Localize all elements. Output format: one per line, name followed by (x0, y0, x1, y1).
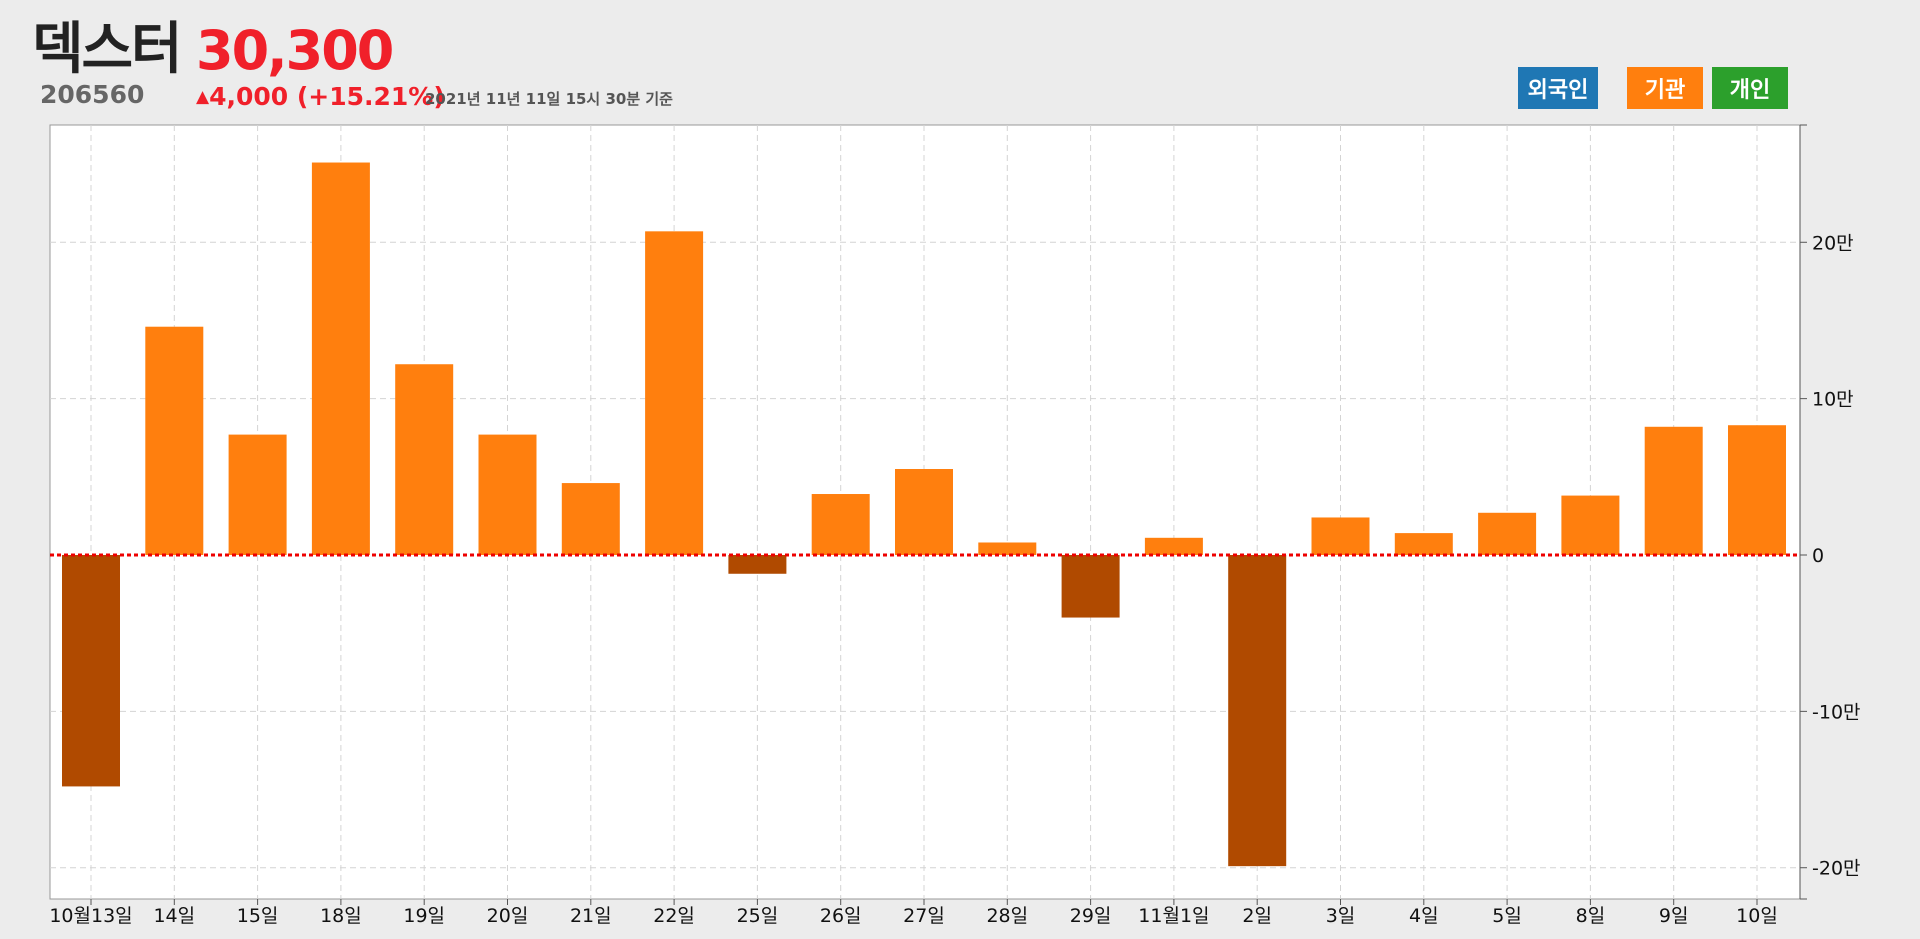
bar[interactable] (561, 483, 620, 555)
price-change: ▲4,000 (+15.21%) (196, 84, 445, 109)
stock-name: 덱스터 (32, 17, 183, 82)
bar[interactable] (1228, 555, 1287, 867)
bar[interactable] (728, 555, 787, 574)
bar[interactable] (1561, 495, 1620, 555)
x-tick-label: 10월13일 (49, 905, 132, 927)
bar[interactable] (1478, 512, 1537, 555)
x-tick-label: 15일 (237, 905, 279, 927)
x-tick-label: 8일 (1576, 905, 1606, 927)
x-tick-label: 14일 (153, 905, 195, 927)
x-tick-label: 10일 (1736, 905, 1778, 927)
y-tick-label: 0 (1812, 545, 1824, 567)
x-tick-label: 21일 (570, 905, 612, 927)
x-tick-label: 19일 (403, 905, 445, 927)
x-tick-label: 25일 (737, 905, 779, 927)
bar[interactable] (311, 162, 370, 555)
bar[interactable] (1644, 426, 1703, 555)
x-tick-label: 22일 (653, 905, 695, 927)
x-tick-label: 28일 (986, 905, 1028, 927)
bar[interactable] (62, 555, 120, 787)
bar[interactable] (395, 364, 454, 555)
legend-foreign-button[interactable]: 외국인 (1518, 67, 1598, 109)
price-change-value: 4,000 (+15.21%) (209, 82, 445, 111)
y-tick-label: -10만 (1812, 701, 1861, 723)
as-of-timestamp: 2021년 11년 11일 15시 30분 기준 (425, 90, 673, 108)
bar[interactable] (978, 542, 1037, 555)
bar[interactable] (1061, 555, 1120, 618)
y-tick-label: -20만 (1812, 858, 1861, 880)
x-tick-label: 18일 (320, 905, 362, 927)
x-tick-label: 27일 (903, 905, 945, 927)
x-axis: 10월13일 14일 15일 18일 19일 20일 21일 22일 25일 26일 27일 28일 2… (49, 899, 1778, 927)
legend-individual-button[interactable]: 개인 (1712, 67, 1788, 109)
bar[interactable] (145, 326, 204, 555)
x-tick-label: 2일 (1242, 905, 1272, 927)
x-tick-label: 9일 (1659, 905, 1689, 927)
y-tick-label: 10만 (1812, 389, 1854, 411)
bar[interactable] (895, 469, 953, 555)
y-tick-label: 20만 (1812, 232, 1854, 254)
x-tick-label: 5일 (1492, 905, 1522, 927)
x-tick-label: 3일 (1326, 905, 1356, 927)
bar[interactable] (478, 434, 537, 555)
bar[interactable] (645, 231, 704, 555)
stock-code: 206560 (40, 80, 145, 109)
up-triangle-icon: ▲ (196, 87, 210, 107)
x-tick-label: 20일 (487, 905, 529, 927)
bar[interactable] (1311, 517, 1370, 555)
y-axis: 20만 10만 0 -10만 -20만 (1799, 124, 1861, 900)
bar[interactable] (1394, 533, 1453, 555)
stock-header: 덱스터 206560 30,300 ▲4,000 (+15.21%) 2021년… (0, 0, 1920, 125)
legend-institution-button[interactable]: 기관 (1627, 67, 1703, 109)
bar[interactable] (1728, 425, 1786, 555)
x-tick-label: 11월1일 (1138, 905, 1209, 927)
x-tick-label: 29일 (1070, 905, 1112, 927)
bar[interactable] (1144, 537, 1203, 555)
bar[interactable] (811, 494, 870, 555)
stock-price: 30,300 (196, 19, 394, 82)
bars-group (62, 162, 1786, 867)
x-tick-label: 4일 (1409, 905, 1439, 927)
x-tick-label: 26일 (820, 905, 862, 927)
bar[interactable] (228, 434, 287, 555)
